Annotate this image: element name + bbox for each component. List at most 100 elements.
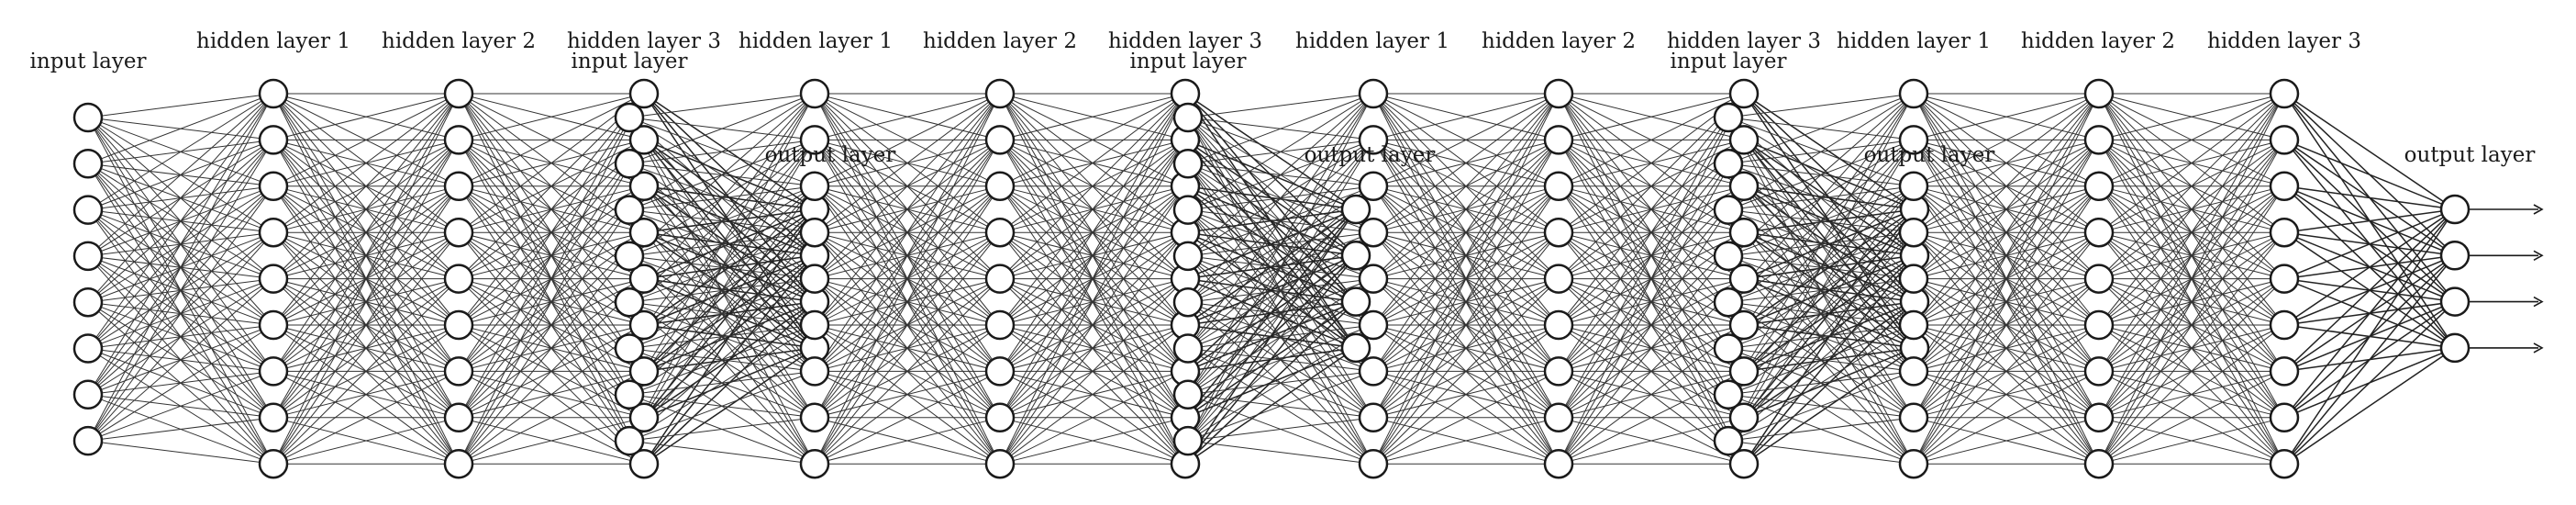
neuron-node	[1172, 333, 1204, 364]
connection-edges	[87, 93, 2456, 465]
connection-edge	[272, 231, 460, 465]
connection-edge	[1743, 347, 1915, 465]
neuron-node	[1340, 241, 1371, 271]
connection-edge	[2098, 93, 2285, 187]
label-n4-hidden-layer-1: hidden layer 1	[1837, 29, 1991, 53]
connection-edge	[2283, 185, 2456, 210]
neuron-node	[72, 241, 104, 272]
connection-edge	[814, 417, 1001, 465]
connection-edge	[1187, 93, 1374, 442]
neuron-node	[984, 448, 1016, 479]
connection-edge	[1187, 231, 1374, 442]
neuron-node	[2083, 309, 2115, 341]
connection-edge	[1558, 140, 1745, 465]
neuron-node	[258, 356, 289, 387]
neuron-node	[1728, 448, 1760, 479]
connection-edge	[628, 93, 816, 164]
neuron-node	[258, 125, 289, 155]
neuron-node	[1543, 448, 1574, 479]
connection-edge	[458, 93, 645, 326]
connection-edge	[2098, 140, 2285, 465]
connection-edge	[1184, 93, 1357, 210]
connection-edge	[1913, 93, 2100, 279]
label-n3-hidden-layer-1: hidden layer 1	[1295, 29, 1449, 53]
neuron-node	[72, 195, 104, 225]
neuron-node	[614, 333, 645, 364]
neuron-node	[1172, 195, 1204, 225]
neuron-node	[984, 125, 1016, 155]
neuron-node	[1543, 356, 1574, 387]
connection-edge	[1187, 93, 1374, 118]
connection-edge	[1187, 93, 1374, 349]
neuron-node	[1728, 78, 1760, 109]
neuron-node	[614, 241, 645, 272]
connection-edge	[87, 93, 274, 396]
neuron-node	[1713, 195, 1744, 225]
connection-edge	[2098, 278, 2285, 465]
connection-edge	[1727, 93, 1915, 164]
connection-edge	[999, 324, 1186, 465]
neuron-node	[799, 356, 830, 387]
connection-edge	[1743, 208, 1915, 280]
connection-edge	[2098, 93, 2285, 279]
connection-edge	[272, 93, 460, 372]
connection-edge	[999, 93, 1186, 140]
connection-edge	[628, 231, 816, 442]
connection-edge	[458, 140, 645, 465]
label-n1-hidden-layer-1: hidden layer 1	[196, 29, 350, 53]
output-arrows	[2469, 204, 2544, 354]
neuron-node	[984, 309, 1016, 341]
neuron-node	[72, 149, 104, 179]
connection-edge	[999, 93, 1186, 279]
connection-edge	[2283, 208, 2456, 326]
neuron-node	[799, 264, 830, 294]
neuron-node	[614, 286, 645, 318]
neuron-node	[258, 402, 289, 433]
neuron-node	[1713, 241, 1744, 272]
connection-edge	[628, 93, 816, 303]
neuron-node	[2269, 309, 2300, 341]
neuron-node	[1713, 102, 1744, 133]
connection-edge	[1184, 208, 1357, 372]
connection-edge	[87, 278, 274, 442]
neuron-node	[443, 78, 474, 109]
neuron-node	[2269, 448, 2300, 479]
connection-edge	[628, 278, 816, 442]
label-n1-input-layer: input layer	[30, 50, 147, 73]
connection-edge	[272, 417, 460, 465]
neuron-node	[1358, 402, 1389, 433]
connection-edge	[87, 93, 274, 349]
label-n2-input-layer: input layer	[572, 50, 688, 73]
connection-edge	[814, 93, 1001, 279]
connection-edge	[1743, 208, 1915, 372]
neuron-node	[1543, 78, 1574, 109]
connection-edge	[1558, 417, 1745, 465]
neuron-node	[72, 102, 104, 133]
neuron-node	[628, 217, 660, 248]
neuron-node	[1358, 125, 1389, 155]
connection-edge	[1187, 140, 1374, 442]
connection-edge	[628, 93, 816, 396]
neuron-node	[2439, 194, 2471, 225]
neuron-node	[2083, 171, 2115, 202]
neuron-node	[1898, 309, 1929, 341]
neuron-node	[1172, 149, 1204, 179]
connection-edge	[1558, 93, 1745, 233]
connection-edge	[1187, 370, 1374, 442]
connection-edge	[1913, 417, 2100, 465]
label-n1-hidden-layer-3: hidden layer 3	[567, 29, 721, 53]
neuron-node	[2439, 241, 2471, 271]
connection-edge	[814, 93, 1001, 187]
neuron-node	[2083, 125, 2115, 155]
connection-edge	[2098, 93, 2285, 140]
connection-edge	[272, 93, 460, 326]
connection-edge	[1558, 231, 1745, 465]
connection-edge	[1913, 93, 2100, 419]
connection-edge	[1727, 440, 1915, 465]
connection-edge	[999, 370, 1186, 465]
connection-edge	[643, 254, 816, 465]
connection-edge	[1372, 93, 1560, 326]
connection-edge	[643, 208, 816, 280]
connection-edge	[272, 278, 460, 465]
connection-edge	[1913, 370, 2100, 465]
